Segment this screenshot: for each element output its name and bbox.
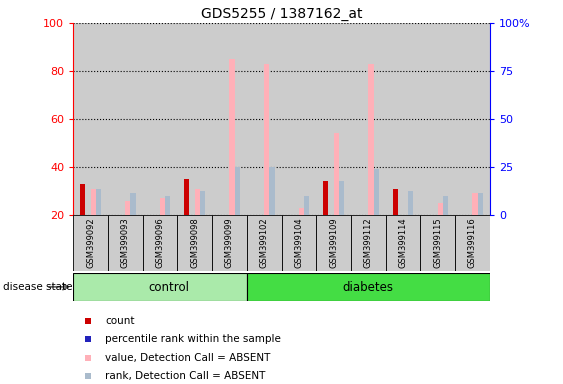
Text: disease state: disease state: [3, 282, 72, 292]
Text: GSM399092: GSM399092: [86, 218, 95, 268]
Bar: [230, 59, 235, 215]
Bar: [455, 23, 490, 215]
Bar: [351, 23, 386, 215]
Bar: [299, 208, 304, 215]
Text: GSM399093: GSM399093: [121, 217, 129, 268]
Text: GSM399109: GSM399109: [329, 218, 338, 268]
Bar: [96, 189, 101, 215]
Bar: [323, 182, 328, 215]
Bar: [247, 273, 490, 301]
Bar: [386, 215, 421, 271]
Text: value, Detection Call = ABSENT: value, Detection Call = ABSENT: [105, 353, 270, 363]
Bar: [282, 23, 316, 215]
Bar: [333, 134, 339, 215]
Bar: [235, 167, 240, 215]
Bar: [125, 200, 131, 215]
Bar: [108, 23, 142, 215]
Text: diabetes: diabetes: [343, 281, 394, 293]
Bar: [316, 215, 351, 271]
Bar: [368, 64, 373, 215]
Bar: [421, 23, 455, 215]
Bar: [304, 196, 309, 215]
Text: GSM399114: GSM399114: [399, 218, 408, 268]
Bar: [160, 198, 165, 215]
Text: GSM399096: GSM399096: [155, 217, 164, 268]
Bar: [282, 215, 316, 271]
Bar: [421, 215, 455, 271]
Bar: [142, 215, 177, 271]
Bar: [443, 196, 448, 215]
Bar: [177, 215, 212, 271]
Bar: [73, 215, 108, 271]
Bar: [142, 23, 177, 215]
Bar: [264, 64, 269, 215]
Bar: [212, 23, 247, 215]
Bar: [455, 215, 490, 271]
Title: GDS5255 / 1387162_at: GDS5255 / 1387162_at: [201, 7, 362, 21]
Text: GSM399102: GSM399102: [260, 218, 269, 268]
Bar: [108, 215, 142, 271]
Bar: [212, 215, 247, 271]
Bar: [316, 23, 351, 215]
Bar: [131, 194, 136, 215]
Text: count: count: [105, 316, 135, 326]
Bar: [247, 23, 282, 215]
Bar: [373, 169, 379, 215]
Bar: [195, 189, 200, 215]
Bar: [184, 179, 190, 215]
Bar: [438, 203, 443, 215]
Bar: [73, 273, 247, 301]
Bar: [247, 215, 282, 271]
Text: control: control: [148, 281, 189, 293]
Text: rank, Detection Call = ABSENT: rank, Detection Call = ABSENT: [105, 371, 265, 381]
Bar: [386, 23, 421, 215]
Bar: [200, 191, 205, 215]
Bar: [165, 196, 171, 215]
Text: GSM399098: GSM399098: [190, 217, 199, 268]
Text: percentile rank within the sample: percentile rank within the sample: [105, 334, 281, 344]
Bar: [269, 167, 275, 215]
Text: GSM399112: GSM399112: [364, 218, 373, 268]
Bar: [80, 184, 86, 215]
Text: GSM399099: GSM399099: [225, 218, 234, 268]
Bar: [177, 23, 212, 215]
Bar: [339, 182, 344, 215]
Bar: [91, 189, 96, 215]
Bar: [351, 215, 386, 271]
Bar: [477, 194, 483, 215]
Text: GSM399115: GSM399115: [434, 218, 442, 268]
Text: GSM399104: GSM399104: [294, 218, 303, 268]
Bar: [73, 23, 108, 215]
Bar: [392, 189, 398, 215]
Text: GSM399116: GSM399116: [468, 217, 477, 268]
Bar: [472, 194, 477, 215]
Bar: [408, 191, 413, 215]
